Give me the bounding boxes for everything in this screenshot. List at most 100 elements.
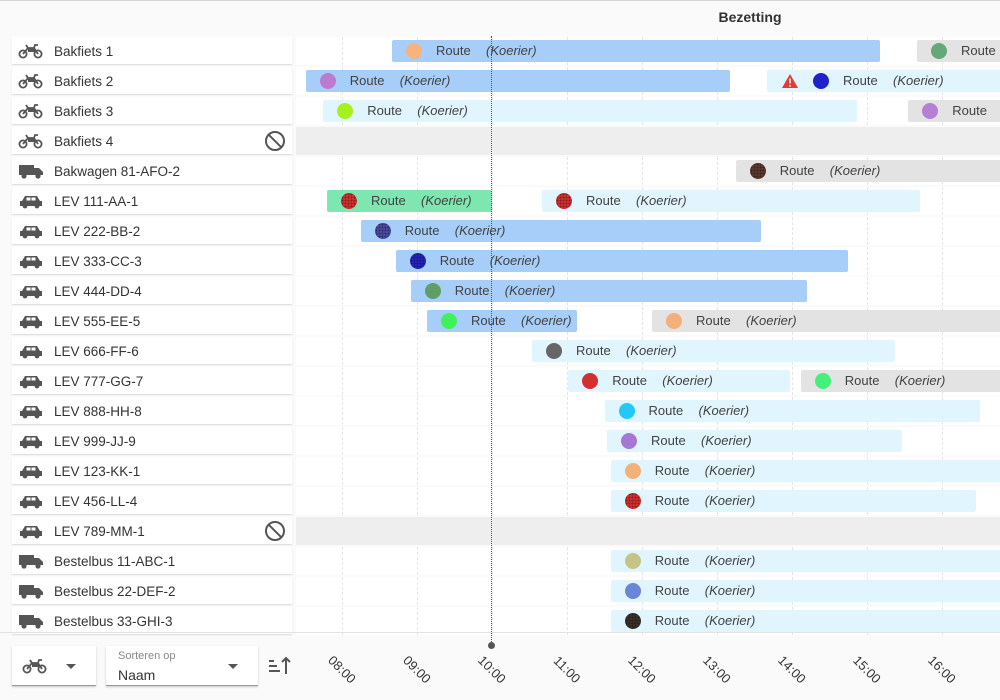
courier-color-dot [556, 193, 572, 209]
route-bar[interactable]: Route(Koerier) [917, 40, 1000, 62]
vehicle-header[interactable]: LEV 333-CC-3 [12, 247, 292, 274]
vehicle-header[interactable]: LEV 666-FF-6 [12, 337, 292, 364]
vehicle-row: LEV 789-MM-1 [0, 516, 1000, 546]
grid-line [566, 577, 568, 605]
car-icon [18, 283, 44, 299]
route-bar[interactable]: Route(Koerier) [610, 610, 1000, 632]
route-bar[interactable]: Route(Koerier) [395, 250, 849, 272]
vehicle-name: LEV 123-KK-1 [54, 464, 141, 479]
sort-select[interactable]: Sorteren op Naam [106, 646, 258, 686]
route-bar[interactable]: Route(Koerier) [604, 400, 980, 422]
route-bar[interactable]: Route(Koerier) [542, 190, 920, 212]
route-bar[interactable]: Route(Koerier) [800, 370, 1000, 392]
time-tick-label: 16:00 [925, 652, 959, 687]
timeline-track: Route (Koerier) Route (Koerier) [296, 307, 1000, 335]
vehicle-header[interactable]: Bakfiets 2 [12, 67, 292, 94]
route-courier: (Koerier) [704, 553, 756, 568]
grid-line [416, 157, 418, 185]
route-bar[interactable]: Route(Koerier) [327, 190, 492, 212]
vehicle-header[interactable]: LEV 789-MM-1 [12, 517, 292, 544]
vehicle-header[interactable]: Bestelbus 22-DEF-2 [12, 577, 292, 604]
courier-color-dot [618, 403, 635, 419]
time-axis: 08:00 09:00 10:00 11:00 12:00 13:00 14:00 15:00… [0, 640, 1000, 700]
route-bar[interactable]: Route(Koerier) [610, 460, 1000, 482]
vehicle-header[interactable]: LEV 777-GG-7 [12, 367, 292, 394]
route-bar[interactable]: Route(Koerier) [305, 70, 730, 92]
vehicle-name: LEV 666-FF-6 [54, 344, 139, 359]
vehicle-header[interactable]: Bestelbus 33-GHI-3 [12, 607, 292, 634]
vehicle-header[interactable]: LEV 111-AA-1 [12, 187, 292, 214]
route-bar[interactable]: Route(Koerier) [610, 550, 1000, 572]
route-courier: (Koerier) [704, 613, 756, 628]
grid-line [416, 367, 418, 395]
timeline-track: Route (Koerier) [296, 157, 1000, 185]
vehicle-row: LEV 444-DD-4 Route (Koerier) [0, 276, 1000, 306]
route-bar[interactable]: Route(Koerier) [767, 70, 1000, 92]
vehicle-header[interactable]: LEV 456-LL-4 [12, 487, 292, 514]
grid-line [641, 157, 643, 185]
vehicle-header[interactable]: LEV 444-DD-4 [12, 277, 292, 304]
courier-color-dot [374, 223, 391, 239]
route-label: Route [779, 163, 815, 178]
vehicle-row: LEV 777-GG-7 Route (Koerier) Route (Koerier) [0, 366, 1000, 396]
courier-color-dot [624, 493, 641, 509]
grid-line [866, 217, 868, 245]
vehicle-row: Bakfiets 2 Route (Koerier) Route (Koerier) [0, 66, 1000, 96]
route-bar[interactable]: Route(Koerier) [607, 430, 902, 452]
grid-line [341, 577, 343, 605]
grid-line [791, 367, 793, 395]
route-courier: (Koerier) [454, 223, 506, 238]
grid-line [341, 337, 343, 365]
vehicle-header[interactable]: Bakwagen 81-AFO-2 [12, 157, 292, 184]
route-label: Route [952, 103, 987, 118]
route-bar[interactable]: Route(Koerier) [323, 100, 857, 122]
sort-direction-button[interactable] [266, 654, 292, 678]
vehicle-name: LEV 333-CC-3 [54, 254, 142, 269]
route-bar[interactable]: Route(Koerier) [392, 40, 880, 62]
vehicle-header[interactable]: Bestelbus 11-ABC-1 [12, 547, 292, 574]
vehicle-header[interactable]: LEV 555-EE-5 [12, 307, 292, 334]
route-bar[interactable]: Route(Koerier) [652, 310, 1000, 332]
route-bar[interactable]: Route(Koerier) [610, 580, 1000, 602]
vehicle-header[interactable]: Bakfiets 3 [12, 97, 292, 124]
timeline-track: Route (Koerier) [296, 217, 1000, 245]
chevron-down-icon [228, 664, 238, 669]
route-bar[interactable]: Route(Koerier) [568, 370, 790, 392]
car-icon [18, 523, 44, 539]
top-divider [0, 0, 1000, 1]
vehicle-header[interactable]: LEV 999-JJ-9 [12, 427, 292, 454]
vehicle-header[interactable]: LEV 222-BB-2 [12, 217, 292, 244]
route-label: Route [439, 253, 475, 268]
route-bar[interactable]: Route(Koerier) [532, 340, 895, 362]
grid-line [866, 277, 868, 305]
route-bar[interactable]: Route(Koerier) [360, 220, 761, 242]
vehicle-row: Bakfiets 1 Route(Koerier) Route(Koerier) [0, 36, 1000, 66]
vehicle-name: LEV 888-HH-8 [54, 404, 142, 419]
courier-color-dot [424, 283, 441, 299]
route-bar[interactable]: Route(Koerier) [908, 100, 1000, 122]
courier-color-dot [341, 193, 357, 209]
route-label: Route [696, 313, 731, 328]
vehicle-header[interactable]: Bakfiets 1 [12, 37, 292, 64]
grid-line [341, 37, 343, 65]
grid-line [491, 337, 493, 365]
route-courier: (Koerier) [704, 493, 756, 508]
vehicle-header[interactable]: Bakfiets 4 [12, 127, 292, 154]
route-bar[interactable]: Route(Koerier) [427, 310, 577, 332]
vehicle-header[interactable]: LEV 888-HH-8 [12, 397, 292, 424]
timeline-rows: Bakfiets 1Route(Koerier)Route(Koerier)Ba… [0, 36, 1000, 636]
vehicle-row: LEV 456-LL-4 Route (Koerier) [0, 486, 1000, 516]
grid-line [491, 547, 493, 575]
route-bar[interactable]: Route(Koerier) [410, 280, 807, 302]
vehicle-type-select[interactable] [12, 646, 96, 686]
courier-color-dot [922, 103, 939, 119]
car-icon [18, 193, 44, 209]
route-label: Route [654, 583, 690, 598]
vehicle-header[interactable]: LEV 123-KK-1 [12, 457, 292, 484]
route-bar[interactable]: Route(Koerier) [610, 490, 976, 512]
vehicle-name: Bakfiets 1 [54, 44, 114, 59]
route-bar[interactable]: Route(Koerier) [735, 160, 1000, 182]
grid-line [491, 577, 493, 605]
vehicle-name: LEV 789-MM-1 [54, 524, 145, 539]
route-courier: (Koerier) [421, 193, 472, 208]
